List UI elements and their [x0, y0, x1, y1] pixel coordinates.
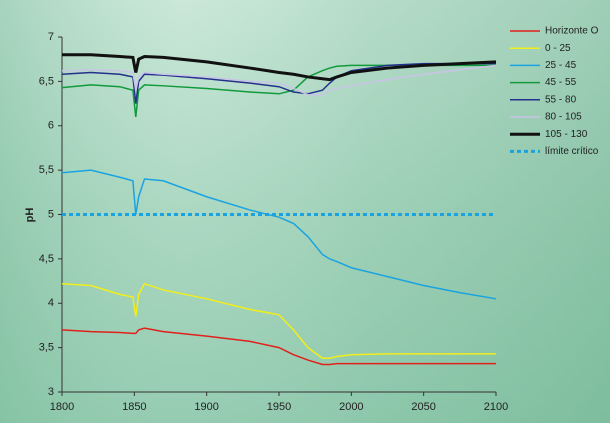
y-tick-label: 6: [48, 120, 54, 132]
line-series: [61, 169, 497, 300]
line-series: [61, 282, 496, 360]
y-axis-label: pH: [24, 208, 36, 223]
legend-label: 80 - 105: [545, 112, 582, 123]
y-tick-label: 6,5: [39, 75, 54, 87]
legend-label: Horizonte O: [545, 26, 599, 37]
x-tick-label: 2100: [484, 401, 508, 413]
line-series: [61, 62, 496, 104]
legend-label: 55 - 80: [545, 94, 577, 105]
y-tick-label: 5: [48, 208, 54, 220]
y-tick-label: 3,5: [39, 342, 54, 354]
legend-label: 25 - 45: [545, 60, 577, 71]
legend-label: 105 - 130: [545, 129, 588, 140]
line-series: [62, 53, 497, 82]
legend-label: límite crítico: [545, 146, 599, 157]
x-tick-label: 1850: [122, 401, 146, 413]
legend-label: 0 - 25: [545, 43, 571, 54]
y-tick-label: 5,5: [39, 164, 54, 176]
x-tick-label: 1800: [50, 401, 74, 413]
legend-label: 45 - 55: [545, 77, 577, 88]
x-tick-label: 1900: [194, 401, 218, 413]
line-series: [61, 327, 496, 366]
x-tick-label: 2000: [339, 401, 363, 413]
y-tick-label: 4,5: [39, 253, 54, 265]
line-series: [61, 64, 497, 96]
line-series: [61, 64, 496, 117]
y-tick-label: 7: [48, 31, 54, 43]
x-tick-label: 1950: [267, 401, 291, 413]
y-tick-label: 3: [48, 386, 54, 398]
x-tick-label: 2050: [411, 401, 435, 413]
y-tick-label: 4: [48, 297, 54, 309]
